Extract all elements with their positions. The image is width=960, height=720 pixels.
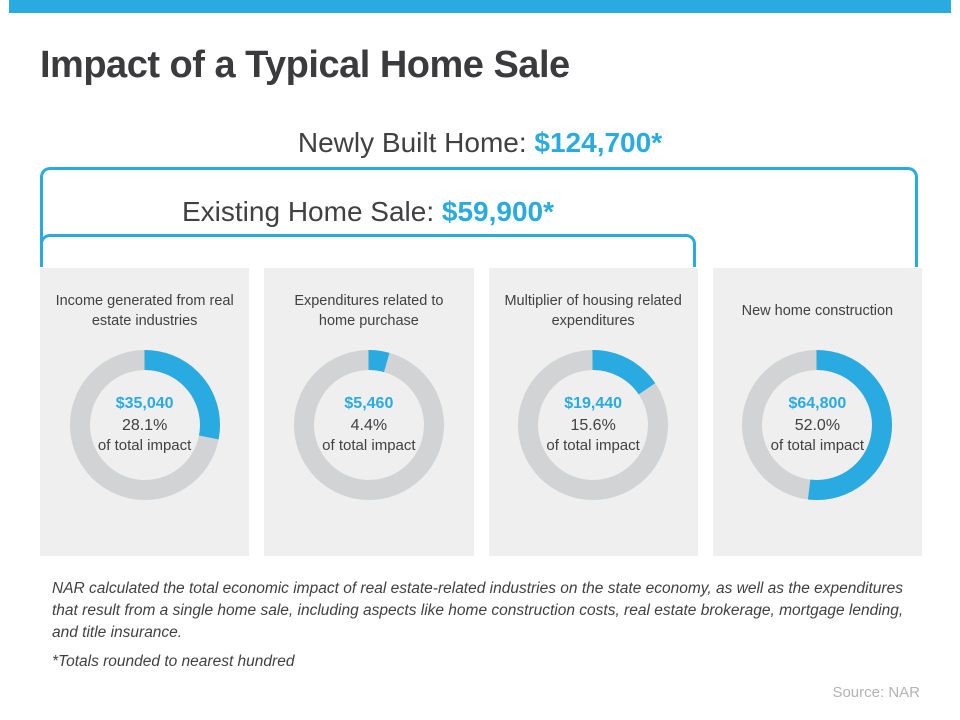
donut-rings bbox=[69, 350, 220, 500]
donut-caption: of total impact bbox=[770, 437, 865, 455]
page-title: Impact of a Typical Home Sale bbox=[40, 44, 570, 86]
donut-rings bbox=[742, 350, 893, 500]
donut-percent: 52.0% bbox=[794, 416, 841, 434]
donut-center-text: $35,040 28.1% of total impact bbox=[70, 350, 220, 500]
donut-value: $64,800 bbox=[788, 395, 847, 413]
donut-center-text: $19,440 15.6% of total impact bbox=[518, 350, 668, 500]
card-title: New home construction bbox=[741, 303, 894, 320]
newly-built-label: Newly Built Home: bbox=[297, 127, 535, 158]
donut-chart: $19,440 15.6% of total impact bbox=[518, 350, 669, 500]
donut-value: $19,440 bbox=[564, 395, 623, 413]
donut-chart: $64,800 52.0% of total impact bbox=[742, 350, 893, 500]
top-accent-bar bbox=[9, 0, 951, 13]
card-title: Expenditures related to home purchase bbox=[294, 293, 444, 329]
impact-card-multiplier: Multiplier of housing related expenditur… bbox=[488, 268, 698, 556]
newly-built-bracket bbox=[40, 167, 918, 267]
donut-value: $35,040 bbox=[115, 395, 174, 413]
donut-chart: $35,040 28.1% of total impact bbox=[69, 350, 220, 500]
existing-home-label: Existing Home Sale: bbox=[182, 196, 442, 227]
footnote-rounding: *Totals rounded to nearest hundred bbox=[52, 653, 295, 670]
donut-center-text: $64,800 52.0% of total impact bbox=[742, 350, 892, 500]
donut-rings bbox=[293, 350, 444, 500]
donut-center-text: $5,460 4.4% of total impact bbox=[294, 350, 444, 500]
newly-built-total-line: Newly Built Home: $124,700* bbox=[0, 127, 960, 159]
donut-value: $5,460 bbox=[344, 395, 394, 413]
existing-home-total-line: Existing Home Sale: $59,900* bbox=[40, 196, 696, 228]
donut-rings bbox=[518, 350, 669, 500]
donut-caption: of total impact bbox=[546, 437, 640, 455]
donut-caption: of total impact bbox=[97, 437, 192, 455]
impact-cards-row: Income generated from real estate indust… bbox=[40, 268, 922, 556]
donut-chart: $5,460 4.4% of total impact bbox=[293, 350, 444, 500]
card-title: Income generated from real estate indust… bbox=[55, 293, 234, 329]
impact-card-income: Income generated from real estate indust… bbox=[40, 268, 250, 556]
donut-percent: 28.1% bbox=[121, 416, 168, 434]
donut-percent: 15.6% bbox=[570, 416, 616, 434]
source-credit: Source: NAR bbox=[832, 684, 920, 701]
impact-card-expenditures: Expenditures related to home purchase $5… bbox=[264, 268, 474, 556]
newly-built-value: $124,700* bbox=[534, 127, 663, 158]
footnote-body: NAR calculated the total economic impact… bbox=[52, 580, 904, 641]
existing-home-bracket bbox=[40, 234, 696, 267]
donut-percent: 4.4% bbox=[350, 416, 388, 434]
existing-home-value: $59,900* bbox=[441, 196, 554, 227]
card-title: Multiplier of housing related expenditur… bbox=[504, 293, 682, 329]
donut-caption: of total impact bbox=[322, 437, 416, 455]
impact-card-new-construction: New home construction $64,800 52.0% of t… bbox=[712, 268, 922, 556]
